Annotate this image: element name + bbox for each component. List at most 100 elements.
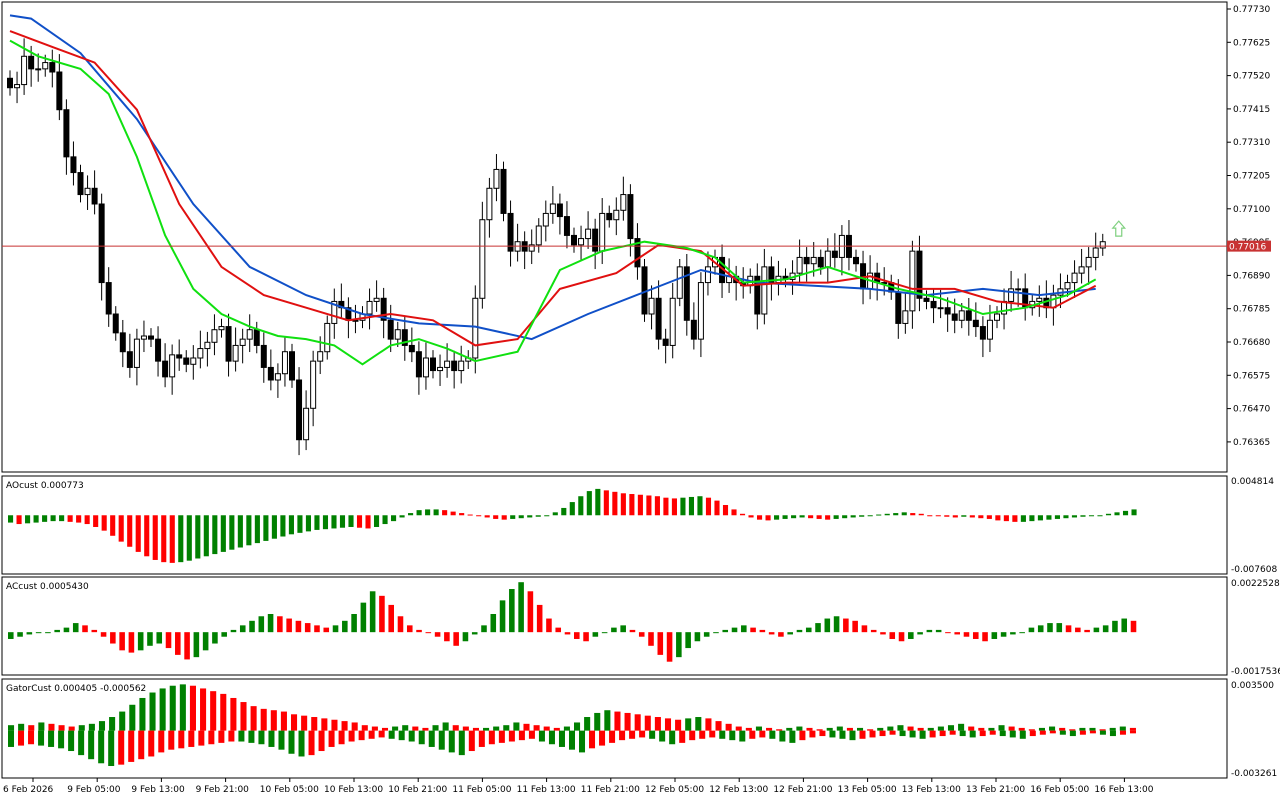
time-axis-label: 13 Feb 05:00 [838,785,897,795]
ac-bar [351,613,357,633]
gator-upper-bar [1059,727,1066,731]
ao-bar [510,515,516,519]
gator-lower-bar [859,730,866,739]
gator-upper-bar [129,704,136,731]
gator-lower-bar [218,730,225,743]
ao-bar [646,495,652,516]
ac-bar [778,632,784,637]
candle-body [373,297,380,302]
time-axis-label: 9 Feb 13:00 [131,785,185,795]
time-axis-label: 11 Feb 13:00 [517,785,576,795]
time-axis-label: 9 Feb 05:00 [67,785,121,795]
gator-lower-bar [829,730,836,738]
gator-upper-bar [28,725,35,731]
ao-bar [1097,515,1103,517]
candle-body [796,256,803,274]
candle-body [754,275,761,315]
ao-bar [348,515,354,527]
candle-body [916,250,923,299]
ac-bar [685,632,691,649]
ac-bar [249,620,255,633]
gator-upper-bar [796,726,803,731]
gator-upper-bar [654,717,661,731]
ao-bar [825,515,831,520]
alligator-teeth-line [9,30,1097,347]
ac-bar [100,632,107,637]
gator-upper-bar [38,722,45,731]
ac-bar [982,632,988,642]
price-axis-label: 0.76365 [1233,438,1270,448]
candle-body [606,212,613,221]
ac-pane[interactable] [8,582,1137,662]
ao-bar [195,515,201,559]
ao-bar [578,496,584,516]
gator-lower-bar [749,730,756,739]
candle-body [289,351,295,381]
gator-lower-bar [108,730,115,767]
gator-lower-bar [18,730,25,746]
ao-bar [1054,515,1060,519]
gator-upper-bar [1049,726,1056,731]
gator-upper-bar [897,725,904,731]
gator-lower-bar [438,730,445,750]
ac-bar [731,627,738,633]
gator-lower-bar [428,730,435,747]
ao-bar [535,515,541,517]
gator-upper-bar [1119,726,1126,731]
ao-bar [339,515,346,528]
candle-body [549,203,556,214]
gator-lower-bar [969,730,976,738]
ao-bar [152,515,158,560]
ao-pane[interactable] [8,488,1137,563]
ac-bar [147,632,153,646]
ac-bar [1010,632,1016,635]
ac-bar [193,632,200,658]
candle-body [274,373,281,381]
price-axis-label: 0.77205 [1233,172,1270,182]
gator-upper-bar [968,726,975,731]
ao-bar [935,515,941,517]
gator-lower-bar [388,730,395,739]
ao-bar [552,512,558,516]
ao-bar [722,505,729,516]
gator-upper-bar [48,723,55,731]
gator-upper-bar [179,684,186,731]
gator-pane[interactable] [8,684,1136,767]
ao-bar [467,514,473,516]
gator-upper-bar [998,725,1005,731]
gator-upper-bar [270,710,277,731]
ao-bar [901,512,907,516]
candle-body [317,351,324,362]
gator-upper-bar [594,712,601,731]
ao-bar [67,515,73,522]
ac-bar [342,620,348,633]
ac-bar [546,618,552,633]
gator-lower-bar [548,730,555,745]
gator-lower-bar [789,730,796,743]
gator-lower-bar [328,730,335,747]
main-pane[interactable] [7,14,1106,456]
candle-body [1099,241,1106,249]
gator-lower-bar [1099,730,1106,735]
price-axis-label: 0.76470 [1233,405,1270,415]
ac-bar [1075,627,1081,633]
gator-upper-bar [675,719,682,731]
gator-upper-bar [341,721,348,731]
ao-bar [986,515,992,519]
gator-lower-bar [418,730,425,745]
ao-bar [756,515,763,520]
ao-bar [910,513,916,516]
ao-bar [203,515,209,557]
candle-body [909,250,916,312]
gator-lower-bar [769,730,776,739]
ao-bar [135,515,141,552]
candle-body [994,313,1000,321]
gator-upper-bar [301,715,308,731]
gator-upper-bar [402,725,409,731]
ao-bar [425,509,431,516]
ao-bar [101,515,107,531]
ao-bar [433,509,439,516]
ao-bar [373,515,380,527]
